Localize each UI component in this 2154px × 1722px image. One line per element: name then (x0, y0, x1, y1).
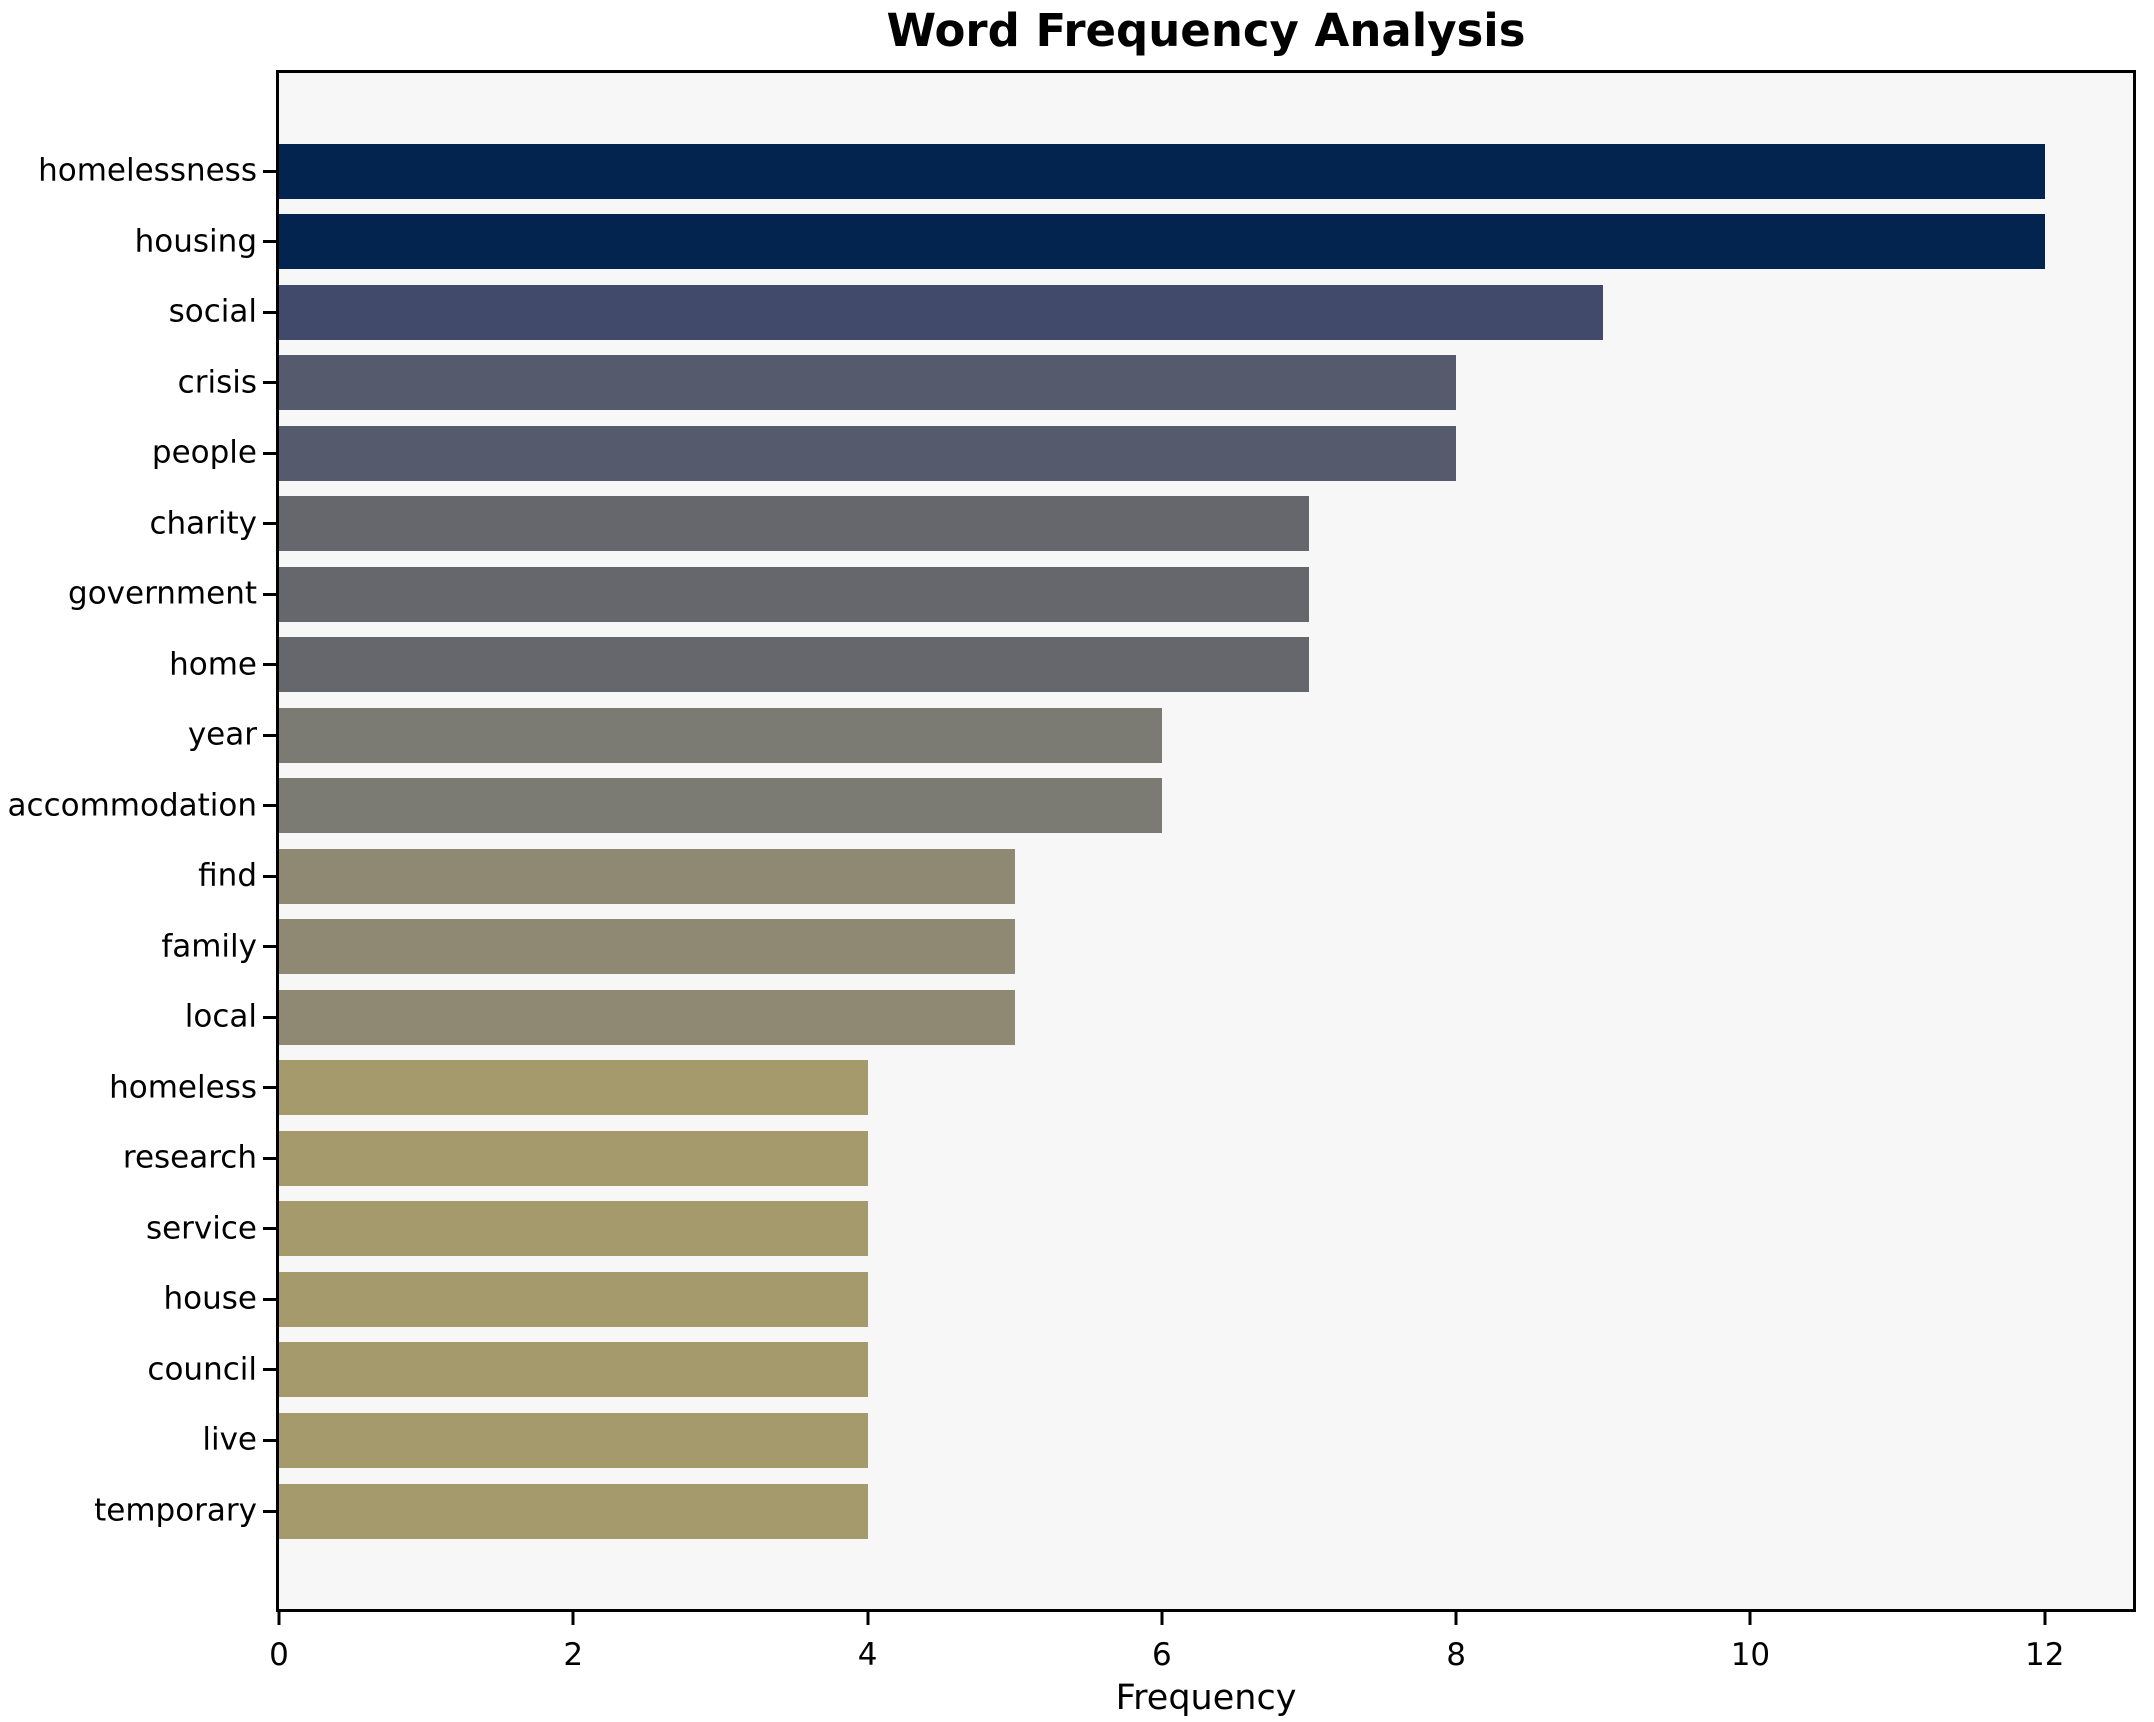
bar-live (279, 1412, 868, 1468)
y-tick (263, 1368, 276, 1372)
bar-find (279, 848, 1015, 904)
y-tick (263, 874, 276, 878)
y-tick (263, 1156, 276, 1160)
y-tick (263, 804, 276, 808)
bar-crisis (279, 355, 1457, 411)
bar-housing (279, 214, 2045, 270)
y-tick-label: homeless (109, 1069, 257, 1106)
chart-title: Word Frequency Analysis (886, 4, 1526, 57)
x-tick-label: 12 (2024, 1637, 2065, 1673)
bar-year (279, 707, 1162, 763)
bar-family (279, 919, 1015, 975)
bar-home (279, 637, 1309, 693)
x-tick (571, 1612, 575, 1625)
bar-homeless (279, 1060, 868, 1116)
y-tick (263, 381, 276, 385)
y-tick-label: home (169, 646, 257, 683)
x-tick (2043, 1612, 2047, 1625)
y-tick (263, 169, 276, 173)
bar-council (279, 1342, 868, 1398)
y-tick (263, 1297, 276, 1301)
x-axis-label: Frequency (1115, 1678, 1297, 1718)
y-tick-label: live (202, 1421, 257, 1458)
y-tick (263, 1227, 276, 1231)
bar-research (279, 1130, 868, 1186)
y-tick-label: housing (134, 223, 257, 260)
y-tick-label: temporary (94, 1492, 257, 1529)
y-tick (263, 310, 276, 314)
y-tick-label: homelessness (38, 152, 257, 189)
y-tick (263, 945, 276, 949)
y-tick (263, 1438, 276, 1442)
x-tick (866, 1612, 870, 1625)
y-tick (263, 240, 276, 244)
y-tick-label: research (122, 1139, 257, 1176)
plot-area: homelessness housing social crisis people cha… (8, 70, 2136, 1671)
x-tick-label: 0 (269, 1637, 289, 1673)
y-tick-label: year (187, 716, 257, 753)
x-tick (1454, 1612, 1458, 1625)
y-tick-label: find (198, 857, 257, 894)
y-tick (263, 1509, 276, 1513)
bar-government (279, 566, 1309, 622)
y-tick (263, 522, 276, 526)
x-tick (277, 1612, 281, 1625)
x-tick-label: 4 (857, 1637, 878, 1673)
y-tick (263, 733, 276, 737)
x-tick (1160, 1612, 1164, 1625)
y-tick-label: social (168, 293, 257, 330)
y-tick-label: government (68, 575, 257, 612)
x-tick-label: 6 (1151, 1637, 1172, 1673)
bar-charity (279, 496, 1309, 552)
y-tick-label: crisis (177, 364, 257, 401)
bar-accommodation (279, 778, 1162, 834)
y-tick-label: people (151, 434, 257, 471)
y-tick (263, 451, 276, 455)
y-tick (263, 663, 276, 667)
bar-temporary (279, 1483, 868, 1539)
y-tick-label: house (163, 1280, 257, 1317)
bar-people (279, 425, 1457, 481)
y-tick (263, 1086, 276, 1090)
bar-homelessness (279, 143, 2045, 199)
bar-service (279, 1201, 868, 1257)
y-tick-label: service (145, 1210, 257, 1247)
x-tick-label: 8 (1446, 1637, 1467, 1673)
y-tick-label: local (184, 998, 257, 1035)
y-tick (263, 1015, 276, 1019)
y-tick-label: council (147, 1351, 257, 1388)
bar-local (279, 989, 1015, 1045)
y-tick-label: family (161, 928, 257, 965)
x-tick-label: 10 (1730, 1637, 1771, 1673)
y-tick-label: charity (149, 505, 257, 542)
bar-social (279, 284, 1604, 340)
y-tick-label: accommodation (7, 787, 257, 824)
x-tick-label: 2 (563, 1637, 584, 1673)
y-tick (263, 592, 276, 596)
x-tick (1748, 1612, 1752, 1625)
bar-house (279, 1271, 868, 1327)
